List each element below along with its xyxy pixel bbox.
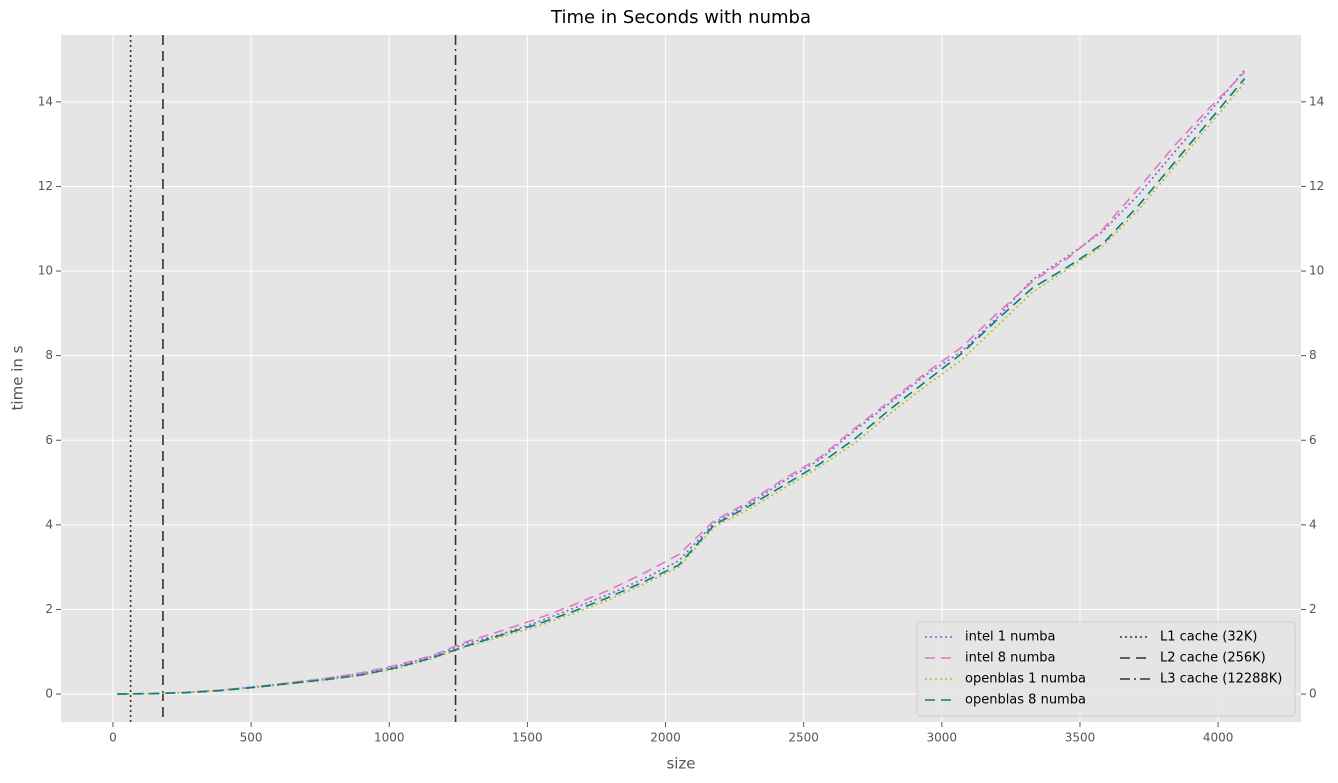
- legend-label: intel 1 numba: [965, 630, 1055, 645]
- y-tick-label-right: 12: [1309, 179, 1324, 193]
- x-axis-label: size: [666, 755, 695, 773]
- y-tick-label-right: 0: [1309, 687, 1317, 701]
- x-tick-label: 2000: [650, 731, 681, 745]
- legend-label: intel 8 numba: [965, 651, 1055, 666]
- chart-title: Time in Seconds with numba: [550, 7, 811, 28]
- legend-box: [916, 621, 1296, 717]
- x-tick-label: 1000: [374, 731, 405, 745]
- y-tick-label: 12: [38, 179, 53, 193]
- plot-area: [61, 35, 1301, 722]
- y-tick-label: 10: [38, 264, 53, 278]
- legend-label: L3 cache (12288K): [1160, 672, 1282, 687]
- x-tick-label: 3000: [927, 731, 958, 745]
- legend-label: openblas 8 numba: [965, 693, 1086, 708]
- y-tick-label-right: 8: [1309, 348, 1317, 362]
- y-tick-label-right: 14: [1309, 94, 1324, 108]
- y-tick-label: 0: [45, 687, 53, 701]
- y-tick-label: 2: [45, 602, 53, 616]
- y-tick-label-right: 10: [1309, 264, 1324, 278]
- x-tick-label: 500: [240, 731, 263, 745]
- y-tick-label: 8: [45, 348, 53, 362]
- x-tick-label: 3500: [1065, 731, 1096, 745]
- y-tick-label-right: 2: [1309, 602, 1317, 616]
- y-tick-label-right: 6: [1309, 433, 1317, 447]
- series-line: [117, 78, 1246, 695]
- x-tick-label: 0: [109, 731, 117, 745]
- y-tick-label: 6: [45, 433, 53, 447]
- y-tick-label-right: 4: [1309, 517, 1317, 531]
- x-tick-label: 1500: [512, 731, 543, 745]
- series-line: [117, 71, 1246, 695]
- x-tick-label: 4000: [1203, 731, 1234, 745]
- y-tick-label: 4: [45, 517, 53, 531]
- y-tick-label: 14: [38, 94, 53, 108]
- series-line: [117, 82, 1246, 695]
- x-tick-label: 2500: [788, 731, 819, 745]
- legend-label: openblas 1 numba: [965, 672, 1086, 687]
- y-axis-label: time in s: [9, 345, 27, 410]
- legend-label: L2 cache (256K): [1160, 651, 1266, 666]
- legend-label: L1 cache (32K): [1160, 630, 1258, 645]
- series-line: [117, 69, 1246, 695]
